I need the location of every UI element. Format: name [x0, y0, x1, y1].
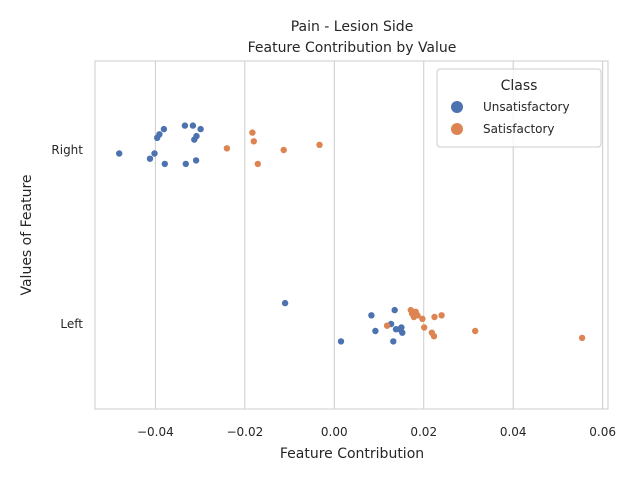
x-tick-label: 0.00 — [321, 425, 348, 439]
data-point-unsatisfactory — [181, 122, 189, 129]
data-point-satisfactory — [472, 327, 479, 335]
data-point-satisfactory — [578, 334, 586, 342]
legend-label-unsatisfactory: Unsatisfactory — [483, 100, 570, 114]
x-tick-label: −0.02 — [226, 425, 263, 439]
data-point-unsatisfactory — [146, 155, 154, 162]
data-point-unsatisfactory — [192, 157, 200, 164]
legend-title: Class — [501, 78, 538, 94]
x-axis-ticks: −0.04 −0.02 0.00 0.02 0.04 0.06 — [137, 425, 616, 439]
data-point-unsatisfactory — [390, 338, 397, 345]
data-point-satisfactory — [254, 160, 261, 168]
data-point-unsatisfactory — [156, 131, 163, 138]
data-point-unsatisfactory — [197, 125, 204, 133]
data-point-satisfactory — [430, 333, 438, 340]
y-tick-label: Right — [51, 143, 83, 157]
data-point-satisfactory — [250, 138, 257, 145]
x-tick-label: 0.02 — [410, 425, 437, 439]
data-point-unsatisfactory — [337, 338, 345, 345]
data-point-unsatisfactory — [161, 160, 168, 168]
data-point-unsatisfactory — [116, 150, 123, 157]
data-point-satisfactory — [316, 141, 323, 148]
data-point-unsatisfactory — [399, 329, 406, 336]
x-tick-label: −0.04 — [137, 425, 174, 439]
y-axis-label: Values of Feature — [19, 174, 35, 295]
data-point-unsatisfactory — [398, 324, 405, 331]
data-point-unsatisfactory — [151, 150, 158, 157]
data-points — [116, 122, 586, 345]
data-point-satisfactory — [421, 324, 428, 331]
data-point-satisfactory — [249, 129, 256, 136]
data-point-unsatisfactory — [372, 327, 379, 335]
chart-subtitle: Feature Contribution by Value — [248, 40, 457, 56]
data-point-unsatisfactory — [193, 132, 200, 140]
legend-label-satisfactory: Satisfactory — [483, 122, 555, 136]
x-tick-label: 0.04 — [500, 425, 527, 439]
y-tick-label: Left — [60, 317, 83, 331]
data-point-unsatisfactory — [189, 122, 197, 129]
data-point-unsatisfactory — [160, 125, 168, 133]
plot-frame — [94, 60, 609, 410]
data-point-unsatisfactory — [368, 312, 375, 319]
data-point-unsatisfactory — [281, 299, 289, 307]
data-point-satisfactory — [431, 313, 438, 321]
x-tick-label: 0.06 — [589, 425, 616, 439]
data-point-unsatisfactory — [391, 306, 398, 314]
data-point-satisfactory — [383, 322, 391, 329]
data-point-satisfactory — [414, 312, 421, 319]
data-point-satisfactory — [438, 312, 445, 319]
legend-frame — [436, 68, 602, 148]
data-point-satisfactory — [280, 146, 287, 154]
legend-marker-unsatisfactory — [451, 101, 463, 113]
data-point-satisfactory — [419, 315, 426, 322]
legend-marker-satisfactory — [451, 123, 463, 135]
chart-title: Pain - Lesion Side — [291, 19, 414, 35]
legend: Class Unsatisfactory Satisfactory — [436, 68, 602, 148]
x-axis-label: Feature Contribution — [280, 446, 424, 462]
y-axis-ticks: Right Left — [51, 143, 83, 331]
data-point-unsatisfactory — [182, 160, 189, 168]
data-point-satisfactory — [223, 145, 231, 152]
